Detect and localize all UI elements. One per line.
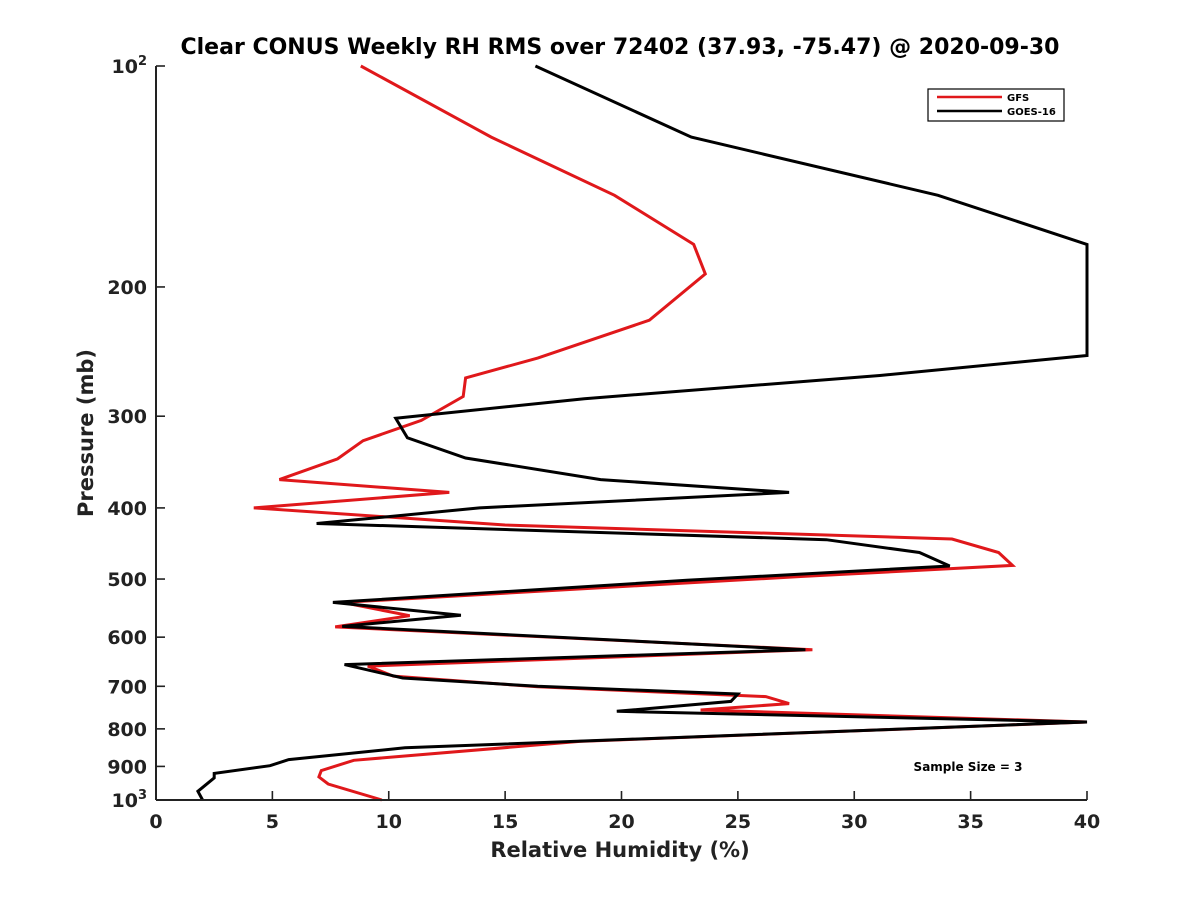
x-axis-label: Relative Humidity (%): [490, 838, 749, 862]
y-tick-label: 800: [107, 719, 147, 741]
y-tick-label: 103: [112, 788, 148, 812]
y-tick-label: 700: [107, 676, 147, 698]
legend-box: [927, 88, 1065, 122]
x-tick-label: 10: [376, 811, 402, 833]
legend: GFS GOES-16: [927, 88, 1065, 122]
x-tick-label: 35: [957, 811, 983, 833]
x-tick-label: 5: [266, 811, 279, 833]
x-tick-label: 20: [608, 811, 634, 833]
x-tick-label: 15: [492, 811, 518, 833]
x-tick-label: 30: [841, 811, 867, 833]
x-tick-label: 0: [149, 811, 162, 833]
y-tick-label: 600: [107, 627, 147, 649]
y-axis-label: Pressure (mb): [74, 349, 98, 517]
legend-label-goes16: GOES-16: [1007, 107, 1056, 118]
x-tick-label: 25: [725, 811, 751, 833]
chart-title: Clear CONUS Weekly RH RMS over 72402 (37…: [181, 35, 1060, 60]
sample-size-annotation: Sample Size = 3: [914, 760, 1023, 774]
y-tick-label: 300: [107, 406, 147, 428]
legend-label-gfs: GFS: [1007, 93, 1029, 104]
series-line-goes16: [195, 64, 1089, 801]
x-tick-label: 40: [1074, 811, 1100, 833]
ticks-layer: 0 5 10 15 20 25 30 35 40 102 200 300 400 500 600 700 800…: [107, 54, 1100, 833]
y-tick-label: 102: [112, 54, 148, 78]
y-tick-label: 900: [107, 756, 147, 778]
y-tick-label: 500: [107, 569, 147, 591]
y-tick-label: 200: [107, 277, 147, 299]
series-layer: [195, 64, 1089, 802]
y-tick-label: 400: [107, 498, 147, 520]
